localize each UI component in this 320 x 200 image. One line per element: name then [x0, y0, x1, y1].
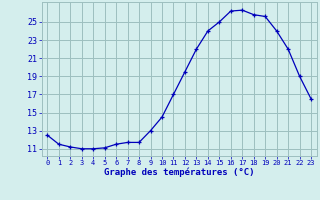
- X-axis label: Graphe des températures (°C): Graphe des températures (°C): [104, 168, 254, 177]
